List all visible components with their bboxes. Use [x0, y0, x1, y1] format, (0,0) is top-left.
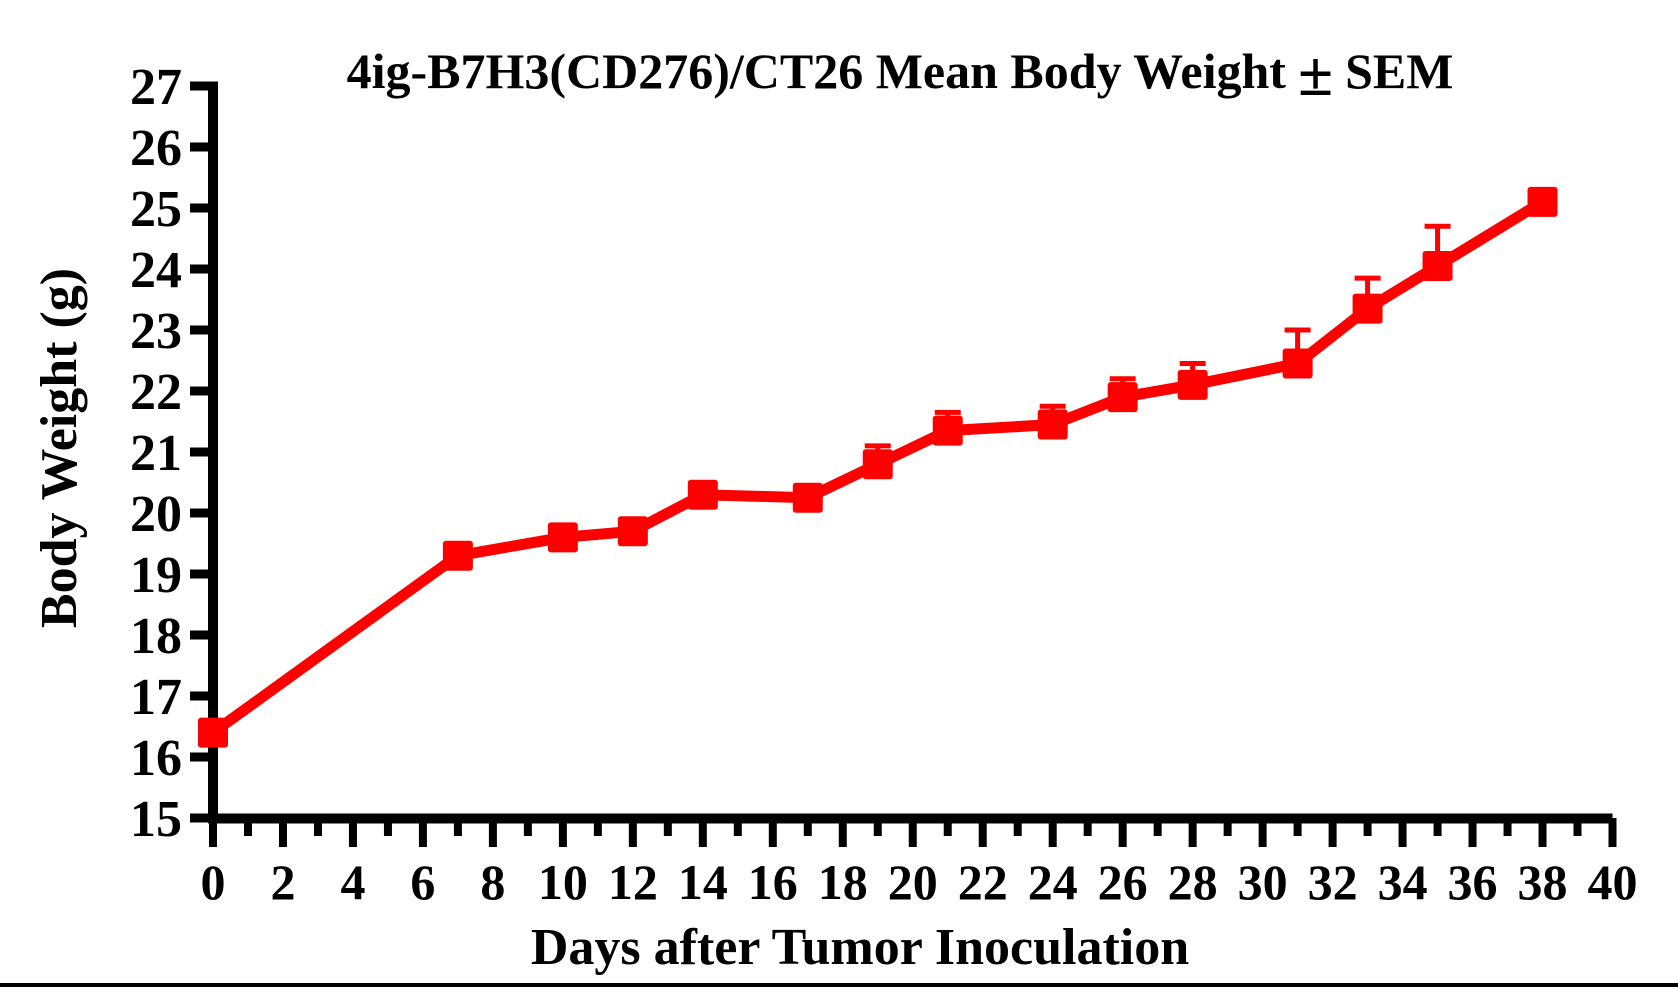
- plus-minus-symbol: ±: [1297, 38, 1334, 109]
- y-tick-label: 16: [130, 730, 182, 787]
- x-tick-label: 14: [678, 854, 728, 910]
- y-tick-label: 22: [130, 364, 182, 421]
- y-tick-label: 21: [130, 425, 182, 482]
- y-tick-label: 24: [130, 242, 182, 299]
- y-tick-label: 27: [130, 59, 182, 116]
- data-point-marker: [442, 540, 473, 571]
- y-tick-label: 17: [130, 669, 182, 726]
- data-point-marker: [932, 415, 963, 446]
- x-tick-label: 40: [1588, 854, 1638, 910]
- x-tick-label: 10: [538, 854, 588, 910]
- x-tick-label: 0: [201, 854, 226, 910]
- data-point-marker: [1282, 348, 1313, 379]
- x-tick-label: 8: [480, 854, 505, 910]
- x-axis-title: Days after Tumor Inoculation: [530, 919, 1190, 976]
- x-tick-label: 28: [1168, 854, 1218, 910]
- chart-title: 4ig-B7H3(CD276)/CT26 Mean Body Weight ± SE…: [200, 42, 1600, 106]
- y-tick-label: 25: [130, 181, 182, 238]
- x-tick-label: 12: [608, 854, 658, 910]
- x-tick-label: 18: [818, 854, 868, 910]
- data-point-marker: [1037, 409, 1068, 440]
- data-point-marker: [1177, 369, 1208, 400]
- chart-title-sem: SEM: [1345, 43, 1454, 99]
- data-point-marker: [1107, 382, 1138, 413]
- x-tick-label: 4: [340, 854, 365, 910]
- x-tick-label: 26: [1098, 854, 1148, 910]
- y-tick-label: 19: [130, 547, 182, 604]
- y-tick-label: 15: [130, 791, 182, 848]
- x-tick-label: 36: [1448, 854, 1498, 910]
- data-point-marker: [792, 482, 823, 513]
- x-tick-label: 6: [410, 854, 435, 910]
- y-tick-label: 18: [130, 608, 182, 665]
- x-tick-label: 32: [1308, 854, 1358, 910]
- x-tick-label: 20: [888, 854, 938, 910]
- data-point-marker: [198, 717, 228, 748]
- chart-title-text: 4ig-B7H3(CD276)/CT26 Mean Body Weight: [346, 43, 1286, 99]
- bottom-rule: [0, 983, 1678, 987]
- data-point-marker: [1422, 250, 1453, 281]
- y-tick-label: 20: [130, 486, 182, 543]
- data-point-marker: [617, 516, 648, 547]
- x-tick-label: 38: [1518, 854, 1568, 910]
- data-point-marker: [547, 522, 578, 553]
- x-tick-label: 30: [1238, 854, 1288, 910]
- data-point-marker: [862, 449, 893, 480]
- x-tick-label: 2: [270, 854, 295, 910]
- x-tick-label: 34: [1378, 854, 1428, 910]
- data-point-marker: [1352, 293, 1383, 324]
- data-point-marker: [687, 479, 718, 510]
- y-tick-label: 23: [130, 303, 182, 360]
- data-point-marker: [1527, 186, 1558, 217]
- x-tick-label: 22: [958, 854, 1008, 910]
- x-tick-label: 16: [748, 854, 798, 910]
- x-tick-label: 24: [1028, 854, 1078, 910]
- y-tick-label: 26: [130, 120, 182, 177]
